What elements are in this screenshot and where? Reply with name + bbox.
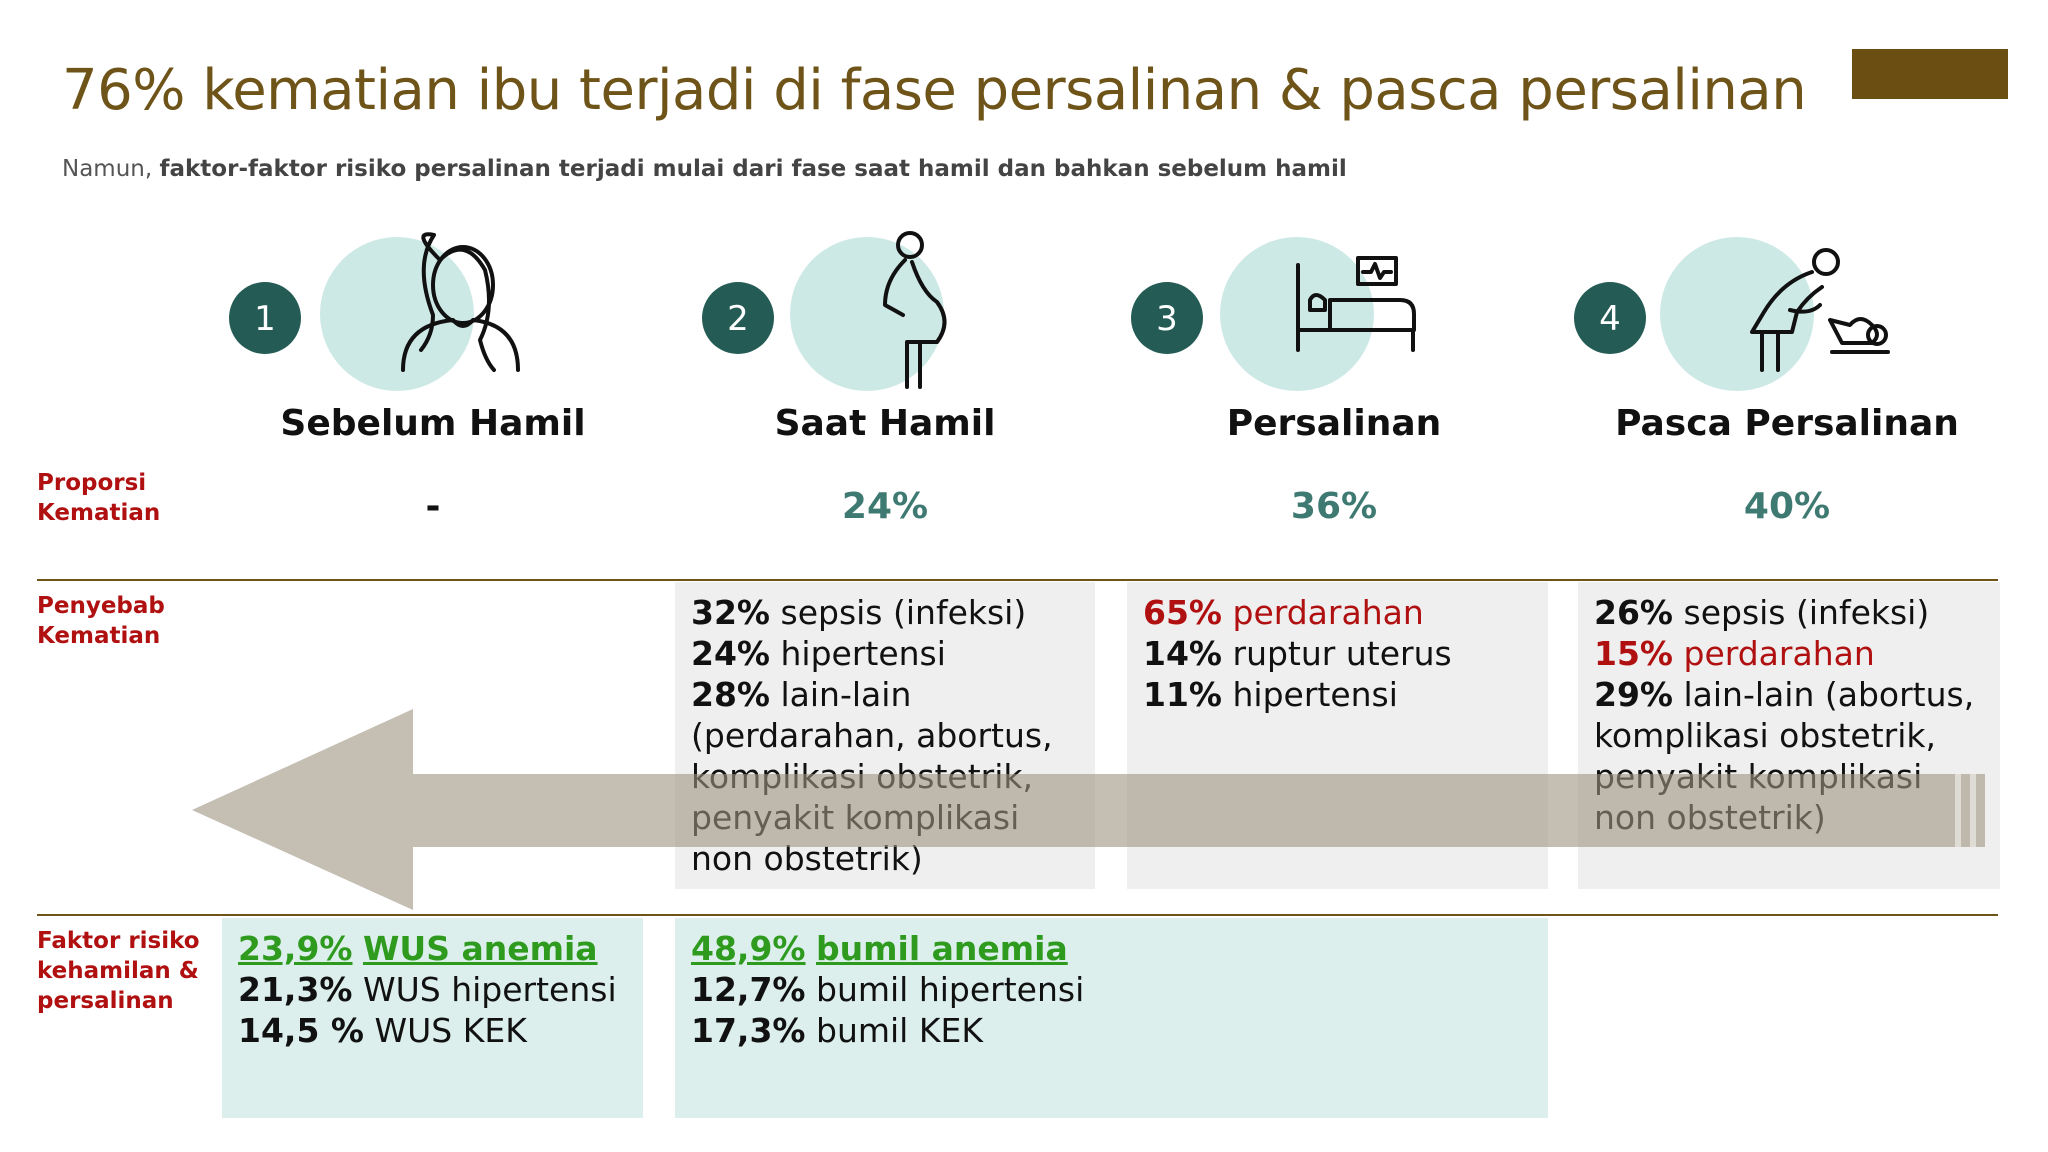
item-percent: 12,7% [691, 970, 806, 1009]
item: 17,3% bumil KEK [691, 1010, 1536, 1051]
item: 23,9% WUS anemia [238, 928, 631, 969]
woman-icon [401, 232, 520, 372]
item-text: perdarahan [1683, 634, 1875, 673]
item-text: hipertensi [1232, 675, 1398, 714]
row-label: Penyebab Kematian [37, 593, 165, 649]
phase-name: Sebelum Hamil [280, 403, 586, 444]
pregnant-icon [883, 231, 947, 389]
arrow-stripe [1970, 774, 1976, 847]
risk-box: 23,9% WUS anemia 21,3% WUS hipertensi 14,5… [222, 918, 643, 1118]
caregiver-icon [1750, 248, 1890, 372]
proportion: 40% [1743, 486, 1831, 527]
phase-name: Pasca Persalinan [1615, 403, 1959, 444]
item: 65% perdarahan [1143, 592, 1536, 633]
title: 76% kematian ibu terjadi di fase persali… [62, 58, 1807, 123]
arrow [192, 709, 1985, 910]
brand-block [1852, 49, 2008, 99]
item-text: WUS KEK [374, 1011, 527, 1050]
item-text: WUS anemia [363, 929, 598, 968]
item: 14% ruptur uterus [1143, 633, 1536, 674]
arrow-stripe [1955, 774, 1961, 847]
row-label: Faktor risiko kehamilan & persalinan [37, 928, 200, 1014]
item: 26% sepsis (infeksi) [1594, 592, 1988, 633]
subtitle-bold: faktor-faktor risiko persalinan terjadi … [159, 156, 1347, 182]
item: 14,5 % WUS KEK [238, 1010, 631, 1051]
number-circle [229, 282, 301, 354]
proportion: 36% [1290, 486, 1378, 527]
item-percent: 14,5 % [238, 1011, 364, 1050]
item-text: WUS hipertensi [363, 970, 617, 1009]
item-percent: 29% [1594, 675, 1673, 714]
item-text: hipertensi [780, 634, 946, 673]
item-percent: 26% [1594, 593, 1673, 632]
item-percent: 32% [691, 593, 770, 632]
phase-name: Persalinan [1226, 403, 1442, 444]
item-percent: 17,3% [691, 1011, 806, 1050]
item-percent: 24% [691, 634, 770, 673]
subtitle-lead: Namun, [62, 156, 153, 182]
item: 15% perdarahan [1594, 633, 1988, 674]
item: 11% hipertensi [1143, 674, 1536, 715]
item: 32% sepsis (infeksi) [691, 592, 1083, 633]
item-percent: 11% [1143, 675, 1222, 714]
divider [37, 914, 1998, 916]
item-text: bumil KEK [816, 1011, 983, 1050]
item-percent: 48,9% [691, 929, 806, 968]
item: 21,3% WUS hipertensi [238, 969, 631, 1010]
phase-name: Saat Hamil [774, 403, 996, 444]
item-percent: 65% [1143, 593, 1222, 632]
hospital-bed-icon [1296, 256, 1416, 352]
item-text: perdarahan [1232, 593, 1424, 632]
item: 24% hipertensi [691, 633, 1083, 674]
item-text: bumil anemia [816, 929, 1068, 968]
item: 12,7% bumil hipertensi [691, 969, 1536, 1010]
number-circle [702, 282, 774, 354]
item-percent: 21,3% [238, 970, 353, 1009]
number-circle [1131, 282, 1203, 354]
phase-circle [1660, 237, 1814, 391]
item-percent: 14% [1143, 634, 1222, 673]
item-text: sepsis (infeksi) [1683, 593, 1930, 632]
number-circle [1574, 282, 1646, 354]
phase-number: 3 [1156, 299, 1178, 339]
proportion: - [425, 486, 441, 527]
item-text: ruptur uterus [1232, 634, 1452, 673]
phase-number: 1 [254, 299, 276, 339]
item-percent: 15% [1594, 634, 1673, 673]
proportion: 24% [841, 486, 929, 527]
icons [401, 231, 1890, 389]
item-percent: 28% [691, 675, 770, 714]
divider [37, 579, 1998, 581]
item-text: bumil hipertensi [816, 970, 1085, 1009]
phase-number: 2 [727, 299, 749, 339]
risk-box: 48,9% bumil anemia 12,7% bumil hipertensi… [675, 918, 1548, 1118]
row-label: Proporsi Kematian [37, 470, 161, 526]
phase-number: 4 [1599, 299, 1621, 339]
item-percent: 23,9% [238, 929, 353, 968]
item-text: sepsis (infeksi) [780, 593, 1027, 632]
item: 48,9% bumil anemia [691, 928, 1536, 969]
subtitle: Namun, faktor-faktor risiko persalinan t… [62, 156, 1347, 182]
phase-badge: 4 [1574, 237, 1814, 391]
